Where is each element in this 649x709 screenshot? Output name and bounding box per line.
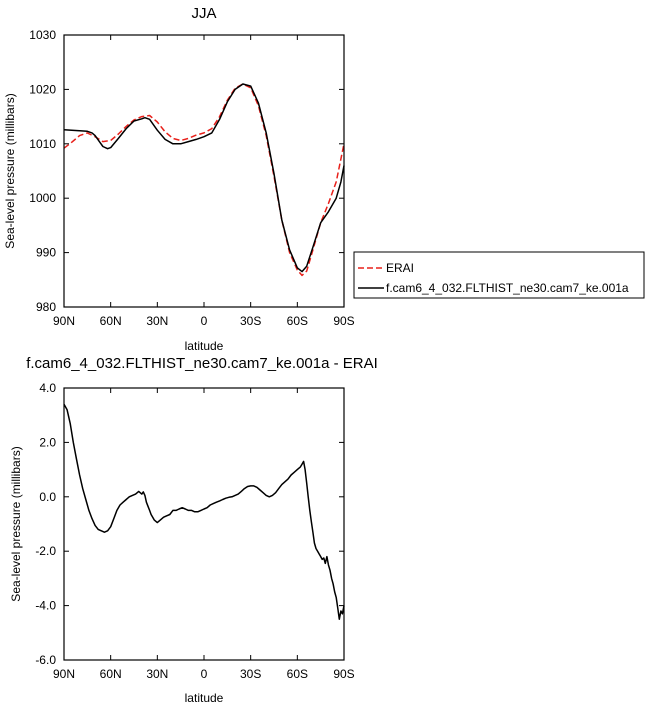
top-y-tick-label: 1020 [29,82,56,96]
bottom-x-tick-label: 30S [240,667,261,681]
top-y-tick-label: 1000 [29,191,56,205]
bottom-y-tick-label: 0.0 [39,490,56,504]
bottom-x-tick-label: 60S [287,667,308,681]
top-x-axis-title: latitude [185,339,224,353]
top-plot-frame [63,34,345,308]
top-series-line-1 [63,83,345,273]
top-x-tick-label: 60N [100,314,122,328]
top-x-tick-label: 30S [240,314,261,328]
bottom-y-tick-label: 4.0 [39,381,56,395]
bottom-chart-title: f.cam6_4_032.FLTHIST_ne30.cam7_ke.001a -… [26,355,378,372]
top-x-tick-label: 0 [201,314,208,328]
top-y-tick-label: 1030 [29,28,56,42]
bottom-x-tick-label: 60N [100,667,122,681]
bottom-y-tick-label: -6.0 [35,653,56,667]
top-x-tick-label: 30N [146,314,168,328]
top-y-axis-title: Sea-level pressure (millibars) [3,93,17,248]
bottom-plot-frame [63,387,345,661]
top-chart: JJA 90N 60N 30N 0 30S 60S 90S 980 990 1000 1010 102… [3,5,645,353]
bottom-y-tick-label: -2.0 [35,544,56,558]
bottom-x-tick-label: 90N [53,667,75,681]
top-y-tick-label: 980 [36,300,56,314]
top-x-tick-label: 90S [333,314,354,328]
top-legend: ERAI f.cam6_4_032.FLTHIST_ne30.cam7_ke.0… [353,251,645,299]
legend-box [353,251,645,299]
top-x-tick-label: 90N [53,314,75,328]
bottom-y-axis-title: Sea-level pressure (millibars) [9,446,23,601]
top-series-line-0 [63,83,345,277]
bottom-x-axis-title: latitude [185,691,224,705]
bottom-x-tick-label: 0 [201,667,208,681]
bottom-y-tick-label: 2.0 [39,435,56,449]
bottom-y-tick-label: -4.0 [35,599,56,613]
top-x-tick-label: 60S [287,314,308,328]
bottom-x-tick-label: 90S [333,667,354,681]
bottom-series-line-0 [63,403,345,620]
top-y-tick-label: 1010 [29,137,56,151]
legend-label-erai: ERAI [386,261,414,275]
bottom-x-tick-label: 30N [146,667,168,681]
top-y-tick-label: 990 [36,246,56,260]
legend-label-model: f.cam6_4_032.FLTHIST_ne30.cam7_ke.001a [386,281,629,295]
bottom-chart: f.cam6_4_032.FLTHIST_ne30.cam7_ke.001a -… [9,355,378,705]
top-chart-title: JJA [191,5,216,22]
